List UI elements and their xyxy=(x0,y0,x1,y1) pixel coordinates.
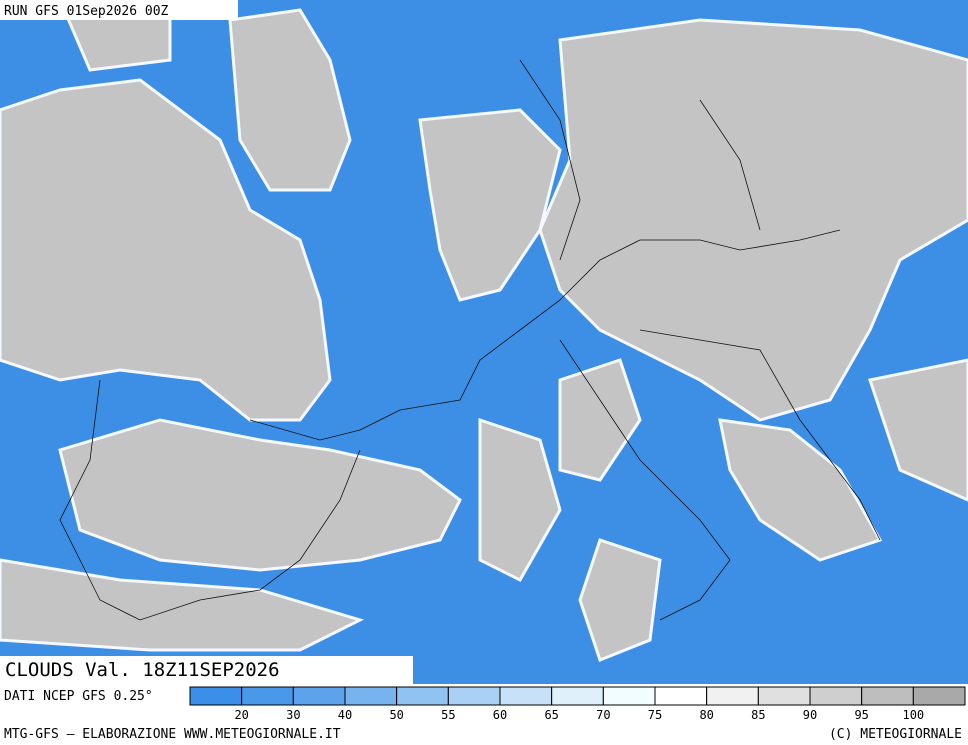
color-bar: 20 30 40 50 55 60 65 70 75 80 85 90 95 100 xyxy=(189,686,966,722)
color-swatch xyxy=(241,686,294,706)
legend-label: 60 xyxy=(493,708,507,722)
color-swatch xyxy=(809,686,863,706)
color-swatch xyxy=(706,686,759,706)
color-swatch xyxy=(602,686,656,706)
copyright: (C) METEOGIORNALE xyxy=(829,727,962,742)
color-swatch xyxy=(551,686,604,706)
legend-label: 55 xyxy=(441,708,455,722)
color-swatch xyxy=(499,686,553,706)
legend-label: 90 xyxy=(803,708,817,722)
color-swatch xyxy=(654,686,708,706)
legend-label: 30 xyxy=(286,708,300,722)
legend-label: 95 xyxy=(854,708,868,722)
color-swatch xyxy=(447,686,501,706)
run-label: RUN GFS 01Sep2026 00Z xyxy=(4,4,169,19)
color-swatch xyxy=(344,686,398,706)
color-swatch xyxy=(396,686,449,706)
legend-label: 50 xyxy=(389,708,403,722)
header-box xyxy=(0,0,238,20)
legend-label: 20 xyxy=(234,708,248,722)
legend-label: 85 xyxy=(751,708,765,722)
source-label: DATI NCEP GFS 0.25° xyxy=(4,689,153,704)
legend-label: 65 xyxy=(544,708,558,722)
cloud-cover xyxy=(0,0,968,662)
legend-label: 70 xyxy=(596,708,610,722)
legend-label: 40 xyxy=(338,708,352,722)
legend-label: 75 xyxy=(648,708,662,722)
color-swatch xyxy=(861,686,914,706)
color-swatch xyxy=(912,686,966,706)
color-swatch xyxy=(292,686,346,706)
legend-label: 100 xyxy=(902,708,924,722)
color-swatch xyxy=(757,686,811,706)
borders xyxy=(59,59,881,621)
legend-label: 80 xyxy=(699,708,713,722)
color-swatch xyxy=(189,686,243,706)
map-caption: CLOUDS Val. 18Z11SEP2026 xyxy=(5,659,280,681)
credit: MTG-GFS — ELABORAZIONE WWW.METEOGIORNALE… xyxy=(4,727,341,742)
caption-box xyxy=(0,656,413,684)
